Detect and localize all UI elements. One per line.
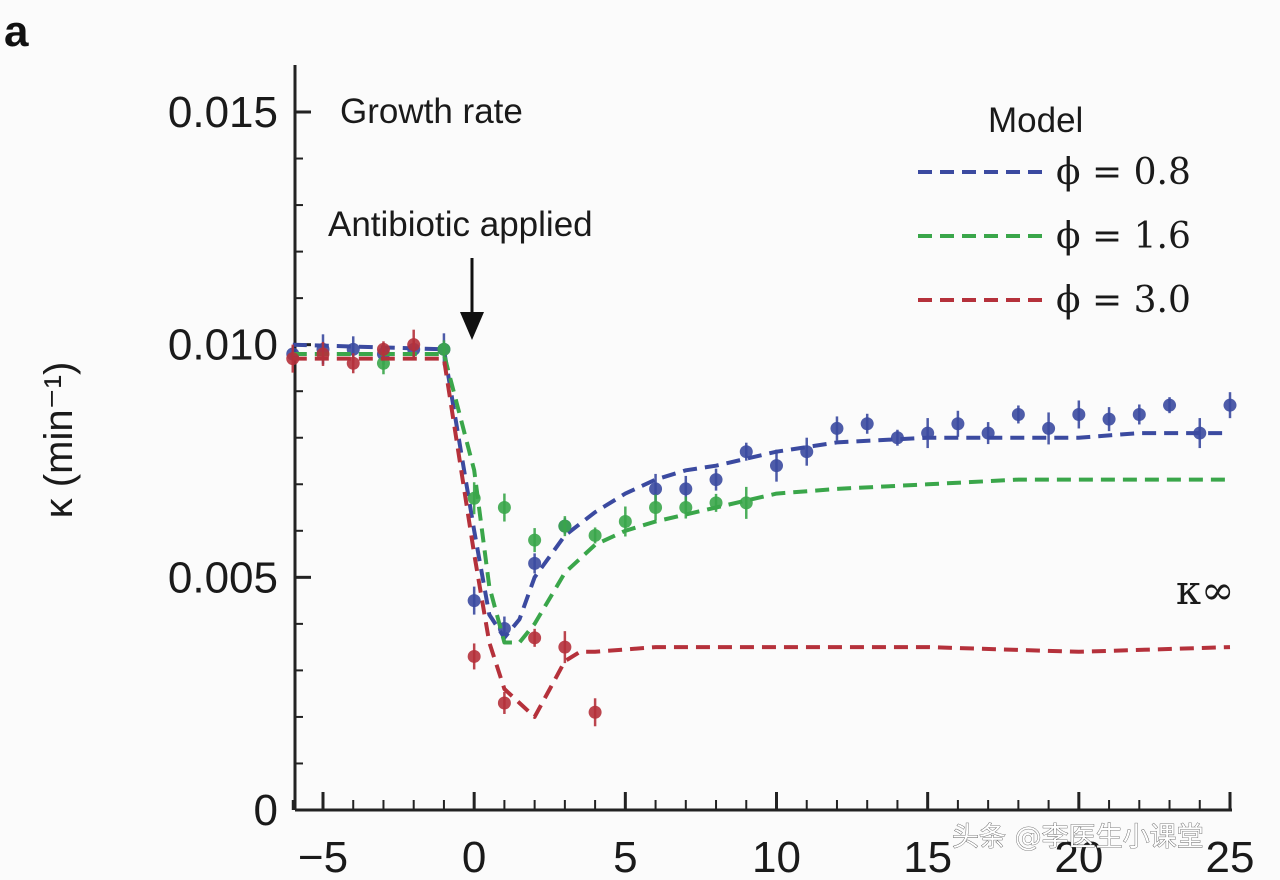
- data-point: [467, 594, 481, 608]
- data-point: [467, 649, 481, 663]
- data-point: [528, 533, 542, 547]
- data-point: [679, 501, 693, 515]
- data-point: [528, 631, 542, 645]
- y-tick-label: 0.010: [168, 321, 278, 370]
- data-point: [830, 421, 844, 435]
- data-point: [1042, 421, 1056, 435]
- y-tick-label: 0.005: [168, 553, 278, 602]
- x-tick-label: 25: [1206, 833, 1255, 880]
- legend-title: Model: [988, 101, 1083, 140]
- x-tick-label: 0: [462, 833, 486, 880]
- model-line: [292, 342, 1230, 640]
- data-point: [497, 501, 511, 515]
- data-point: [1163, 398, 1177, 412]
- data-point: [437, 342, 451, 356]
- data-point: [376, 342, 390, 356]
- data-point: [649, 501, 663, 515]
- model-line: [292, 352, 1230, 645]
- x-ticks: −5 0 5 10 15 20 25: [291, 792, 1255, 880]
- data-point: [739, 445, 753, 459]
- data-point: [951, 417, 965, 431]
- legend-item: ϕ = 3.0: [918, 280, 1191, 321]
- data-point: [588, 528, 602, 542]
- data-point: [588, 705, 602, 719]
- legend-label: ϕ = 0.8: [1056, 152, 1191, 193]
- legend-item: ϕ = 1.6: [918, 216, 1191, 257]
- data-point: [1223, 398, 1237, 412]
- y-tick-label: 0: [254, 786, 278, 835]
- series-2: [292, 340, 1230, 645]
- x-tick-label: −5: [298, 833, 348, 880]
- data-point: [558, 640, 572, 654]
- data-point: [770, 459, 783, 473]
- data-point: [679, 482, 693, 496]
- data-point: [407, 338, 421, 352]
- data-point: [1072, 407, 1086, 421]
- y-axis-label: κ (min⁻¹): [37, 362, 81, 519]
- kappa-infinity-label: κ∞: [1176, 568, 1234, 614]
- x-tick-label: 20: [1054, 833, 1103, 880]
- antibiotic-annotation: Antibiotic applied: [328, 205, 593, 244]
- data-point: [1102, 412, 1116, 426]
- data-point: [286, 352, 300, 366]
- y-ticks: 0 0.005 0.010 0.015: [168, 88, 311, 835]
- data-point: [860, 417, 874, 431]
- x-tick-label: 10: [752, 833, 801, 880]
- watermark: 头条 @李医生小课堂: [952, 822, 1204, 853]
- data-point: [1132, 407, 1146, 421]
- data-point: [1011, 407, 1025, 421]
- data-point: [528, 556, 542, 570]
- x-tick-label: 5: [613, 833, 637, 880]
- series-1: [286, 333, 1237, 641]
- legend: Model ϕ = 0.8 ϕ = 1.6 ϕ = 3.0: [918, 101, 1191, 321]
- data-point: [558, 519, 572, 533]
- data-point: [739, 496, 753, 510]
- chart-title: Growth rate: [340, 92, 523, 131]
- model-line: [292, 356, 1231, 719]
- data-point: [618, 514, 632, 528]
- legend-label: ϕ = 3.0: [1056, 280, 1191, 321]
- legend-label: ϕ = 1.6: [1056, 216, 1191, 257]
- data-point: [649, 482, 663, 496]
- legend-item: ϕ = 0.8: [918, 152, 1191, 193]
- x-tick-label: 15: [903, 833, 952, 880]
- series-layer: [286, 329, 1237, 727]
- data-point: [709, 473, 723, 487]
- y-tick-label: 0.015: [168, 88, 278, 137]
- panel-label: a: [4, 7, 29, 56]
- antibiotic-arrow: [460, 258, 484, 340]
- series-3: [286, 329, 1231, 727]
- data-point: [497, 696, 511, 710]
